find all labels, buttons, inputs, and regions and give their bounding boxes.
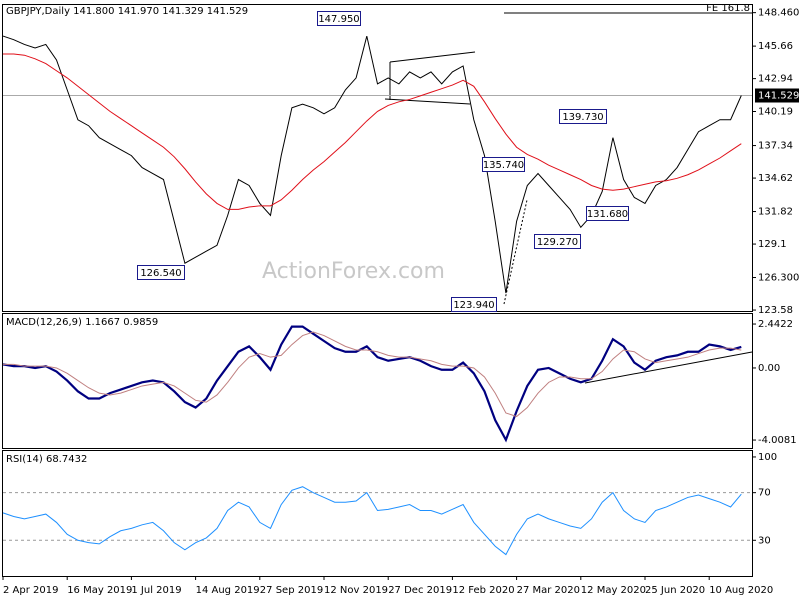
- annotation: 129.270: [537, 237, 578, 248]
- x-tick-label: 27 Dec 2019: [388, 585, 452, 596]
- series-line: [2, 486, 742, 556]
- last-price-box: [755, 88, 799, 103]
- y-tick-label: 129.1: [758, 239, 787, 250]
- y-tick-label: 126.300: [758, 273, 799, 284]
- x-tick-label: 27 Mar 2020: [517, 585, 580, 596]
- last-price-label: 141.529: [758, 90, 799, 101]
- x-tick-label: 2 Apr 2019: [3, 585, 58, 596]
- series-line: [3, 53, 742, 210]
- y-tick-label: 123.58: [758, 305, 793, 316]
- macd-panel: [2, 313, 753, 449]
- x-tick-label: 10 Aug 2020: [709, 585, 773, 596]
- rsi-title: RSI(14) 68.7432: [6, 454, 87, 465]
- y-tick-label: 70: [758, 488, 771, 499]
- annotation: 123.940: [453, 300, 494, 311]
- annotation: 135.740: [483, 160, 524, 171]
- y-tick-label: 2.4422: [758, 319, 793, 330]
- price-panel: [2, 4, 753, 312]
- y-tick-label: 137.34: [758, 141, 793, 152]
- annotation-box: [534, 234, 581, 249]
- chart-title: GBPJPY,Daily 141.800 141.970 141.329 141…: [6, 6, 248, 17]
- y-tick-label: 140.19: [758, 107, 793, 118]
- x-tick-label: 12 May 2020: [581, 585, 646, 596]
- channel-top: [389, 51, 476, 63]
- x-tick-label: 1 Jul 2019: [131, 585, 181, 596]
- annotation: 131.680: [587, 209, 628, 220]
- y-tick-label: 134.62: [758, 173, 793, 184]
- y-tick-label: 142.94: [758, 74, 793, 85]
- y-tick-label: 145.66: [758, 41, 793, 52]
- series-line: [2, 35, 742, 294]
- annotation-box: [586, 206, 629, 221]
- annotation-box: [451, 297, 497, 312]
- macd-title: MACD(12,26,9) 1.1667 0.9859: [6, 317, 158, 328]
- y-tick-label: 30: [758, 535, 771, 546]
- x-tick-label: 12 Feb 2020: [452, 585, 514, 596]
- watermark: ActionForex.com: [262, 259, 445, 284]
- macd-trendline: [584, 351, 753, 384]
- annotation: FE 161.8: [706, 3, 750, 14]
- series-line: [3, 331, 742, 418]
- x-tick-label: 16 May 2019: [67, 585, 132, 596]
- y-tick-label: 100: [758, 452, 777, 463]
- dotted-trend: [503, 199, 528, 305]
- annotation-box: [137, 265, 185, 280]
- y-tick-label: 131.82: [758, 207, 793, 218]
- y-tick-label: 148.460: [758, 8, 799, 19]
- y-tick-label: -4.0081: [758, 435, 797, 446]
- annotation: 147.950: [318, 14, 359, 25]
- annotation-box: [317, 11, 361, 26]
- x-tick-label: 14 Aug 2019: [196, 585, 260, 596]
- annotation-box: [482, 157, 525, 172]
- series-line: [2, 325, 742, 443]
- rsi-panel: [2, 450, 753, 577]
- x-tick-label: 25 Jun 2020: [645, 585, 705, 596]
- x-tick-label: 27 Sep 2019: [260, 585, 323, 596]
- annotation-box: [559, 109, 607, 124]
- annotation: 139.730: [562, 112, 603, 123]
- channel-bottom: [384, 98, 471, 105]
- y-tick-label: 0.00: [758, 363, 780, 374]
- x-tick-label: 12 Nov 2019: [324, 585, 388, 596]
- annotation: 126.540: [140, 268, 181, 279]
